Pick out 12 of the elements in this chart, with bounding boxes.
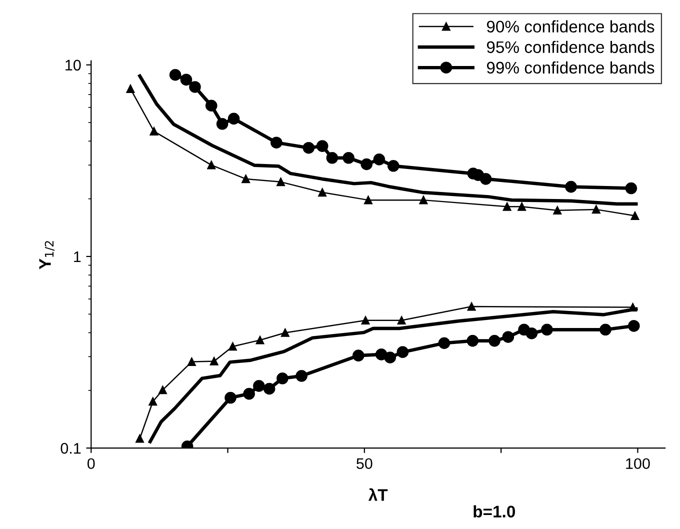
y-tick-label: 10 <box>66 60 81 71</box>
x-tick-label: 50 <box>356 458 372 470</box>
x-tick-label: 0 <box>87 458 95 470</box>
x-tick-label: 100 <box>626 458 650 470</box>
y-axis-title: Y$_{1/2}$ <box>39 241 55 270</box>
legend-label: 99% confidence bands <box>486 61 654 74</box>
x-axis-title: λT <box>368 488 388 501</box>
legend-label: 95% confidence bands <box>486 40 654 54</box>
y-tick-label: 0.1 <box>60 442 81 454</box>
legend-label: 90% confidence bands <box>486 20 654 33</box>
text: b=1.0 <box>474 505 515 518</box>
y-tick-label: 1 <box>74 252 81 262</box>
